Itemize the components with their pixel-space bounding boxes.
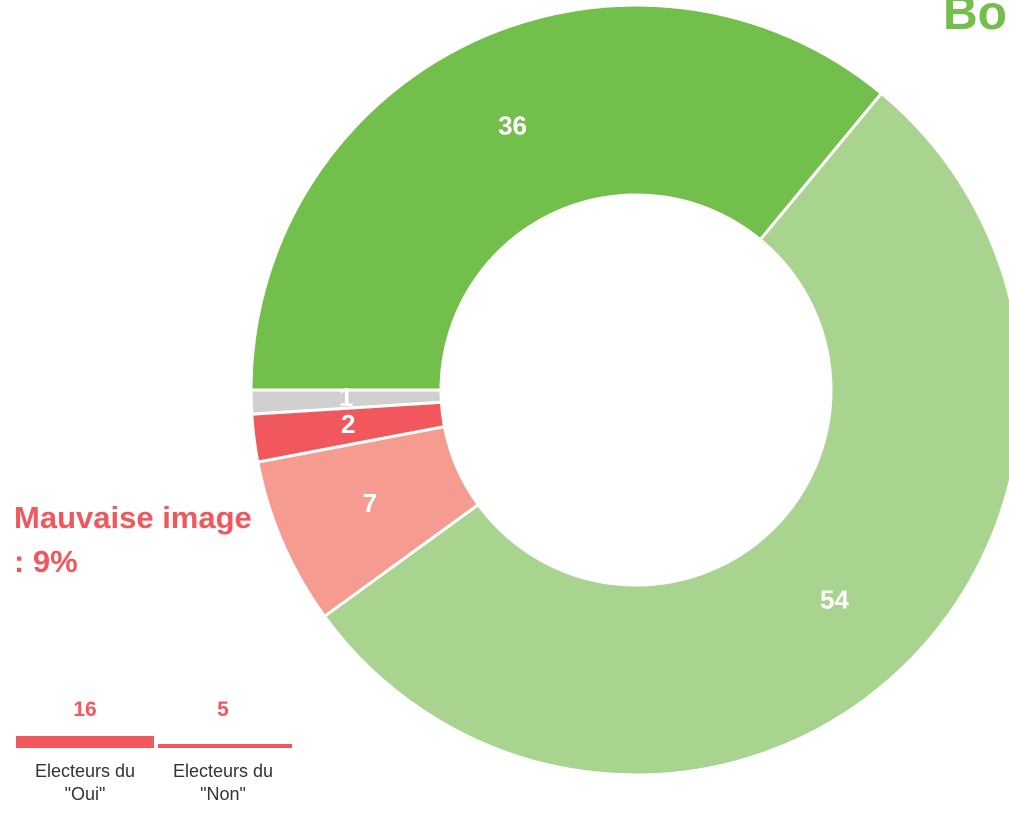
bar-column: 5 Electeurs du "Non" [154, 690, 292, 806]
donut-segment [249, 3, 884, 392]
chart-title: Bo [943, 0, 1007, 40]
data-label: 2 [341, 409, 355, 439]
donut-segment [322, 91, 1009, 777]
data-label: 5 [217, 698, 229, 721]
data-label: 54 [820, 584, 849, 614]
data-label: 1 [339, 382, 353, 412]
annotation: Mauvaise image : 9% [14, 500, 252, 579]
category-label: Electeurs du "Oui" [34, 761, 136, 804]
bar [158, 744, 292, 748]
data-label: 16 [73, 698, 97, 721]
bar [16, 736, 154, 748]
bar-slot [16, 736, 154, 748]
bar-column: 16 Electeurs du "Oui" [16, 690, 154, 806]
category-label: Electeurs du "Non" [172, 761, 274, 804]
data-label: 36 [498, 110, 527, 140]
bar-slot [154, 736, 292, 748]
data-label: 7 [363, 488, 377, 518]
donut-segment [249, 388, 443, 416]
